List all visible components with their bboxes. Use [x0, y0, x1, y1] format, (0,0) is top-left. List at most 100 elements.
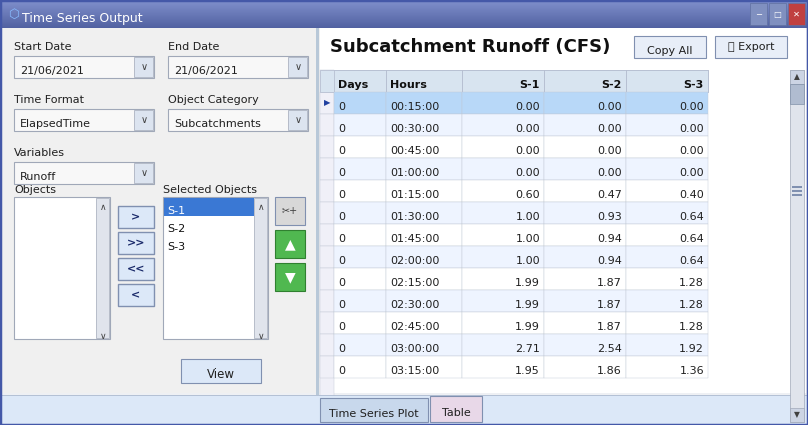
- Text: 02:15:00: 02:15:00: [390, 278, 440, 288]
- Bar: [626, 92, 708, 114]
- Bar: [320, 92, 334, 114]
- Text: ∨: ∨: [99, 332, 107, 341]
- Text: <: <: [132, 290, 141, 300]
- Bar: [0, 10, 808, 11]
- Text: 1.28: 1.28: [680, 300, 704, 310]
- Text: 01:15:00: 01:15:00: [390, 190, 440, 200]
- Text: 0.00: 0.00: [597, 124, 622, 134]
- Bar: [14, 162, 154, 184]
- Bar: [0, 23, 808, 24]
- Bar: [320, 246, 334, 268]
- Bar: [0, 22, 808, 23]
- Bar: [320, 334, 334, 356]
- Text: Time Format: Time Format: [14, 95, 84, 105]
- Text: End Date: End Date: [168, 42, 220, 52]
- Bar: [790, 70, 804, 84]
- Bar: [544, 202, 626, 224]
- Bar: [544, 246, 626, 268]
- Bar: [386, 268, 462, 290]
- Text: Hours: Hours: [390, 80, 427, 90]
- Text: 1.87: 1.87: [597, 278, 622, 288]
- Bar: [462, 290, 544, 312]
- Bar: [320, 158, 334, 180]
- Bar: [164, 198, 254, 216]
- Bar: [320, 114, 334, 136]
- Bar: [0, 13, 808, 14]
- Bar: [0, 8, 808, 9]
- Text: S-2: S-2: [167, 224, 185, 234]
- Bar: [275, 230, 305, 258]
- Bar: [386, 246, 462, 268]
- Bar: [626, 356, 708, 378]
- Text: 1.99: 1.99: [516, 278, 540, 288]
- Bar: [0, 24, 808, 25]
- Text: ∨: ∨: [258, 332, 264, 341]
- Bar: [634, 36, 706, 58]
- Text: 2.54: 2.54: [597, 344, 622, 354]
- Bar: [544, 312, 626, 334]
- Bar: [181, 359, 261, 383]
- Bar: [168, 109, 308, 131]
- Text: 0.00: 0.00: [597, 102, 622, 112]
- Text: 0.00: 0.00: [516, 102, 540, 112]
- Text: 0.93: 0.93: [597, 212, 622, 222]
- Text: 0: 0: [338, 300, 345, 310]
- Bar: [544, 180, 626, 202]
- Text: ⬡: ⬡: [8, 8, 19, 20]
- Bar: [0, 21, 808, 22]
- Bar: [626, 114, 708, 136]
- Text: ∨: ∨: [294, 62, 301, 72]
- Text: 0: 0: [338, 278, 345, 288]
- Bar: [790, 84, 804, 104]
- Text: 02:30:00: 02:30:00: [390, 300, 440, 310]
- Bar: [2, 28, 806, 393]
- Text: S-3: S-3: [167, 242, 185, 252]
- Text: 2.71: 2.71: [516, 344, 540, 354]
- Bar: [544, 136, 626, 158]
- Bar: [386, 158, 462, 180]
- Text: Subcatchments: Subcatchments: [174, 119, 261, 129]
- Text: 0.00: 0.00: [516, 146, 540, 156]
- Text: Days: Days: [338, 80, 368, 90]
- Text: 0: 0: [338, 212, 345, 222]
- Bar: [544, 114, 626, 136]
- Bar: [288, 57, 307, 77]
- Text: 0.00: 0.00: [680, 124, 704, 134]
- Bar: [544, 70, 626, 92]
- Text: 1.87: 1.87: [597, 322, 622, 332]
- Bar: [320, 268, 334, 290]
- Bar: [0, 7, 808, 8]
- Text: Table: Table: [442, 408, 470, 418]
- Text: 0: 0: [338, 146, 345, 156]
- Bar: [462, 246, 544, 268]
- Bar: [0, 14, 808, 15]
- Text: 0: 0: [338, 344, 345, 354]
- Bar: [386, 334, 462, 356]
- Text: ▶: ▶: [324, 99, 330, 108]
- Bar: [0, 6, 808, 7]
- Text: 0: 0: [338, 366, 345, 376]
- Bar: [462, 114, 544, 136]
- Bar: [0, 2, 808, 3]
- Text: 0.47: 0.47: [597, 190, 622, 200]
- Bar: [0, 18, 808, 19]
- Text: S-1: S-1: [520, 80, 540, 90]
- Bar: [275, 263, 305, 291]
- Bar: [462, 312, 544, 334]
- Text: ─: ─: [756, 9, 761, 19]
- Text: Selected Objects: Selected Objects: [163, 185, 257, 195]
- Text: 0: 0: [338, 102, 345, 112]
- Text: 0: 0: [338, 234, 345, 244]
- Bar: [334, 158, 386, 180]
- Text: 0.60: 0.60: [516, 190, 540, 200]
- Bar: [544, 290, 626, 312]
- Bar: [0, 27, 808, 28]
- Bar: [544, 92, 626, 114]
- Bar: [134, 57, 153, 77]
- Text: 02:45:00: 02:45:00: [390, 322, 440, 332]
- Text: 0.00: 0.00: [597, 146, 622, 156]
- Bar: [462, 136, 544, 158]
- Text: ∨: ∨: [141, 115, 148, 125]
- Bar: [544, 158, 626, 180]
- Bar: [386, 136, 462, 158]
